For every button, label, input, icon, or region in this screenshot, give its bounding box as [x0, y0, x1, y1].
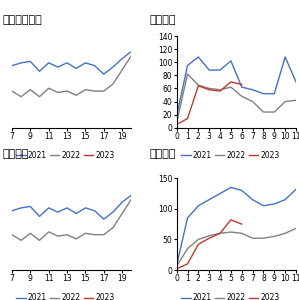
Text: 三十大中城市: 三十大中城市 [3, 16, 43, 26]
Text: 二线城市: 二线城市 [3, 149, 30, 159]
Legend: 2021, 2022, 2023: 2021, 2022, 2023 [178, 148, 283, 163]
Text: 一线城市: 一线城市 [150, 16, 176, 26]
Legend: 2021, 2022, 2023: 2021, 2022, 2023 [13, 290, 118, 300]
Legend: 2021, 2022, 2023: 2021, 2022, 2023 [13, 148, 118, 163]
Text: 三线城市: 三线城市 [150, 149, 176, 159]
Legend: 2021, 2022, 2023: 2021, 2022, 2023 [178, 290, 283, 300]
